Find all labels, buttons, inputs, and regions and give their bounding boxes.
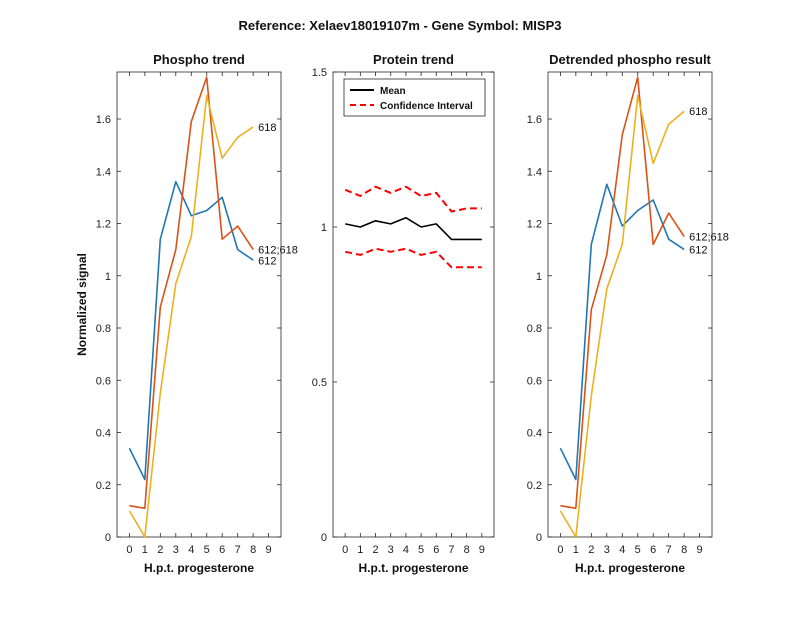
y-tick-label: 1 — [105, 271, 111, 283]
x-tick-label: 1 — [357, 544, 363, 556]
x-tick-label: 0 — [126, 544, 132, 556]
x-tick-label: 3 — [388, 544, 394, 556]
x-tick-label: 3 — [173, 544, 179, 556]
x-tick-label: 5 — [418, 544, 424, 556]
chart-panel-3: Detrended phospho result H.p.t. progester… — [527, 52, 729, 575]
x-tick-label: 6 — [219, 544, 225, 556]
y-tick-label: 0 — [536, 532, 542, 544]
x-tick-label: 2 — [157, 544, 163, 556]
figure-title: Reference: Xelaev18019107m - Gene Symbol… — [239, 18, 562, 33]
x-tick-label: 2 — [588, 544, 594, 556]
axes-box — [547, 71, 713, 538]
series-end-label: 618 — [258, 122, 276, 134]
legend-label: Confidence Interval — [380, 101, 473, 112]
legend-label: Mean — [380, 86, 406, 97]
series-end-label: 612 — [258, 256, 276, 268]
x-tick-label: 8 — [464, 544, 470, 556]
panel-title: Phospho trend — [153, 52, 245, 67]
series-line-612-618 — [560, 76, 685, 510]
y-tick-label: 1.2 — [527, 219, 542, 231]
x-tick-label: 7 — [666, 544, 672, 556]
y-tick-label: 0.8 — [96, 323, 111, 335]
y-tick-label: 0.2 — [527, 480, 542, 492]
x-axis-label: H.p.t. progesterone — [575, 561, 685, 575]
x-tick-label: 6 — [650, 544, 656, 556]
x-tick-label: 8 — [681, 544, 687, 556]
series-line-618 — [128, 94, 254, 538]
y-tick-label: 0 — [105, 532, 111, 544]
x-axis-label: H.p.t. progesterone — [144, 561, 254, 575]
series-end-label: 612;618 — [689, 232, 729, 244]
x-axis-label: H.p.t. progesterone — [358, 561, 468, 575]
x-tick-label: 3 — [604, 544, 610, 556]
series-line-612-618 — [129, 76, 254, 510]
y-tick-label: 1.5 — [312, 67, 327, 79]
series-line-lower-confidence — [344, 247, 482, 269]
y-tick-label: 1.4 — [527, 166, 542, 178]
series-line-612 — [559, 183, 685, 481]
x-tick-label: 7 — [448, 544, 454, 556]
x-tick-label: 1 — [142, 544, 148, 556]
x-tick-label: 5 — [635, 544, 641, 556]
series-line-612 — [128, 180, 254, 481]
x-tick-label: 7 — [235, 544, 241, 556]
y-tick-label: 1.6 — [96, 114, 111, 126]
series-end-label: 618 — [689, 106, 707, 118]
series-end-label: 612;618 — [258, 245, 298, 257]
x-tick-label: 4 — [403, 544, 409, 556]
series-line-mean — [345, 216, 482, 241]
y-tick-label: 0 — [321, 532, 327, 544]
axes-box — [332, 71, 495, 538]
y-tick-label: 0.6 — [96, 375, 111, 387]
series-line-confidence-interval — [344, 185, 482, 213]
x-tick-label: 6 — [433, 544, 439, 556]
x-tick-label: 0 — [557, 544, 563, 556]
y-tick-label: 0.4 — [96, 428, 111, 440]
x-tick-label: 9 — [266, 544, 272, 556]
x-tick-label: 8 — [250, 544, 256, 556]
x-tick-label: 4 — [619, 544, 625, 556]
y-axis-label: Normalized signal — [75, 253, 89, 356]
x-tick-label: 9 — [479, 544, 485, 556]
axes-box — [116, 71, 282, 538]
x-tick-label: 2 — [372, 544, 378, 556]
x-tick-label: 0 — [342, 544, 348, 556]
series-end-label: 612 — [689, 245, 707, 257]
y-tick-label: 0.6 — [527, 375, 542, 387]
chart-panel-1: Phospho trend H.p.t. progesterone Normaliz… — [75, 52, 298, 575]
legend-box — [343, 78, 486, 117]
y-tick-label: 0.4 — [527, 428, 542, 440]
y-tick-label: 0.2 — [96, 480, 111, 492]
y-tick-label: 1.6 — [527, 114, 542, 126]
y-tick-label: 1.2 — [96, 219, 111, 231]
panel-title: Protein trend — [373, 52, 454, 67]
panel-title: Detrended phospho result — [549, 52, 711, 67]
y-tick-label: 0.8 — [527, 323, 542, 335]
x-tick-label: 9 — [697, 544, 703, 556]
x-tick-label: 1 — [573, 544, 579, 556]
y-tick-label: 1.4 — [96, 166, 111, 178]
y-tick-label: 1 — [536, 271, 542, 283]
legend: Mean Confidence Interval — [343, 78, 486, 117]
x-tick-label: 4 — [188, 544, 194, 556]
x-tick-label: 5 — [204, 544, 210, 556]
y-tick-label: 1 — [321, 222, 327, 234]
y-tick-label: 0.5 — [312, 377, 327, 389]
series-line-618 — [559, 94, 685, 538]
